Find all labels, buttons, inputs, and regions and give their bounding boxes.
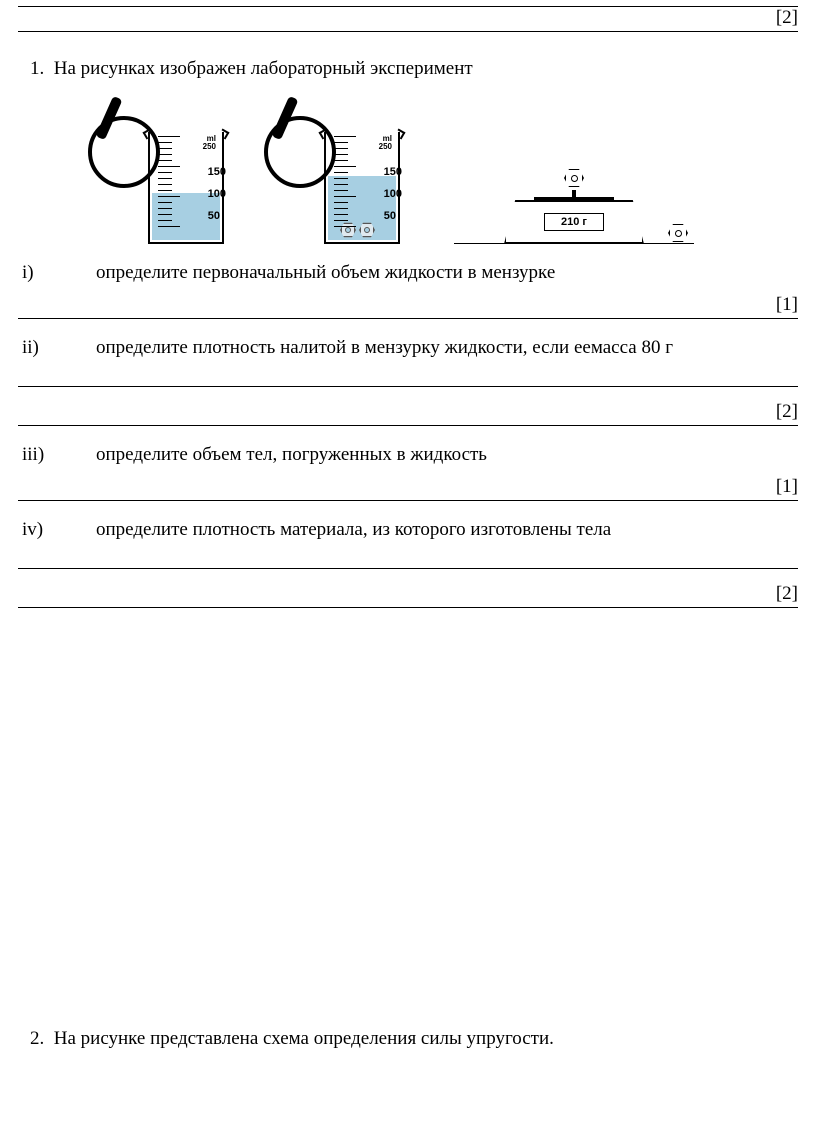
cyl1-label-150: 150 (208, 166, 226, 178)
q2-number: 2. (30, 1028, 44, 1049)
cyl2-label-100: 100 (384, 188, 402, 200)
cyl1-max: 250 (203, 142, 216, 151)
cyl2-label-150: 150 (384, 166, 402, 178)
q1-item-iv: iv) определите плотность материала, из к… (22, 519, 798, 541)
q1-ii-text: определите плотность налитой в мензурку … (96, 337, 673, 359)
top-mark: [2] (776, 7, 798, 29)
roman-ii: ii) (22, 337, 68, 359)
q2-heading: 2. На рисунке представлена схема определ… (30, 1028, 798, 1050)
top-mark-line: [2] (18, 7, 798, 32)
scale-reading: 210 г (544, 213, 604, 231)
q1-i-text: определите первоначальный объем жидкости… (96, 262, 555, 284)
roman-iii: iii) (22, 444, 68, 466)
answer-line: [2] (18, 583, 798, 608)
magnifier-icon (88, 116, 160, 188)
cyl2-max: 250 (379, 142, 392, 151)
cyl2-label-50: 50 (384, 210, 396, 222)
q1-heading: 1. На рисунках изображен лабораторный эк… (30, 58, 798, 80)
answer-line (18, 369, 798, 387)
answer-line: [1] (18, 294, 798, 319)
nut-icon (668, 223, 688, 243)
q1-ii-mark: [2] (776, 401, 798, 423)
experiment-diagram: ml 250 150 100 50 ml 250 150 10 (102, 94, 798, 244)
q1-iv-text: определите плотность материала, из котор… (96, 519, 611, 541)
balance-scale: 210 г (454, 134, 694, 244)
q1-item-ii: ii) определите плотность налитой в мензу… (22, 337, 798, 359)
magnifier-icon (264, 116, 336, 188)
q1-i-mark: [1] (776, 294, 798, 316)
q1-iii-mark: [1] (776, 476, 798, 498)
roman-iv: iv) (22, 519, 68, 541)
q1-iv-mark: [2] (776, 583, 798, 605)
q1-title: На рисунках изображен лабораторный экспе… (54, 58, 473, 79)
answer-line (18, 551, 798, 569)
q1-iii-text: определите объем тел, погруженных в жидк… (96, 444, 487, 466)
roman-i: i) (22, 262, 68, 284)
cyl1-label-100: 100 (208, 188, 226, 200)
cyl1-label-50: 50 (208, 210, 220, 222)
cylinder-2: ml 250 150 100 50 (278, 94, 408, 244)
q2-title: На рисунке представлена схема определени… (54, 1028, 554, 1049)
cylinder-1: ml 250 150 100 50 (102, 94, 232, 244)
q1-number: 1. (30, 58, 44, 79)
q1-item-i: i) определите первоначальный объем жидко… (22, 262, 798, 284)
q1-item-iii: iii) определите объем тел, погруженных в… (22, 444, 798, 466)
answer-line: [1] (18, 476, 798, 501)
answer-line: [2] (18, 401, 798, 426)
nut-icon (564, 168, 584, 188)
